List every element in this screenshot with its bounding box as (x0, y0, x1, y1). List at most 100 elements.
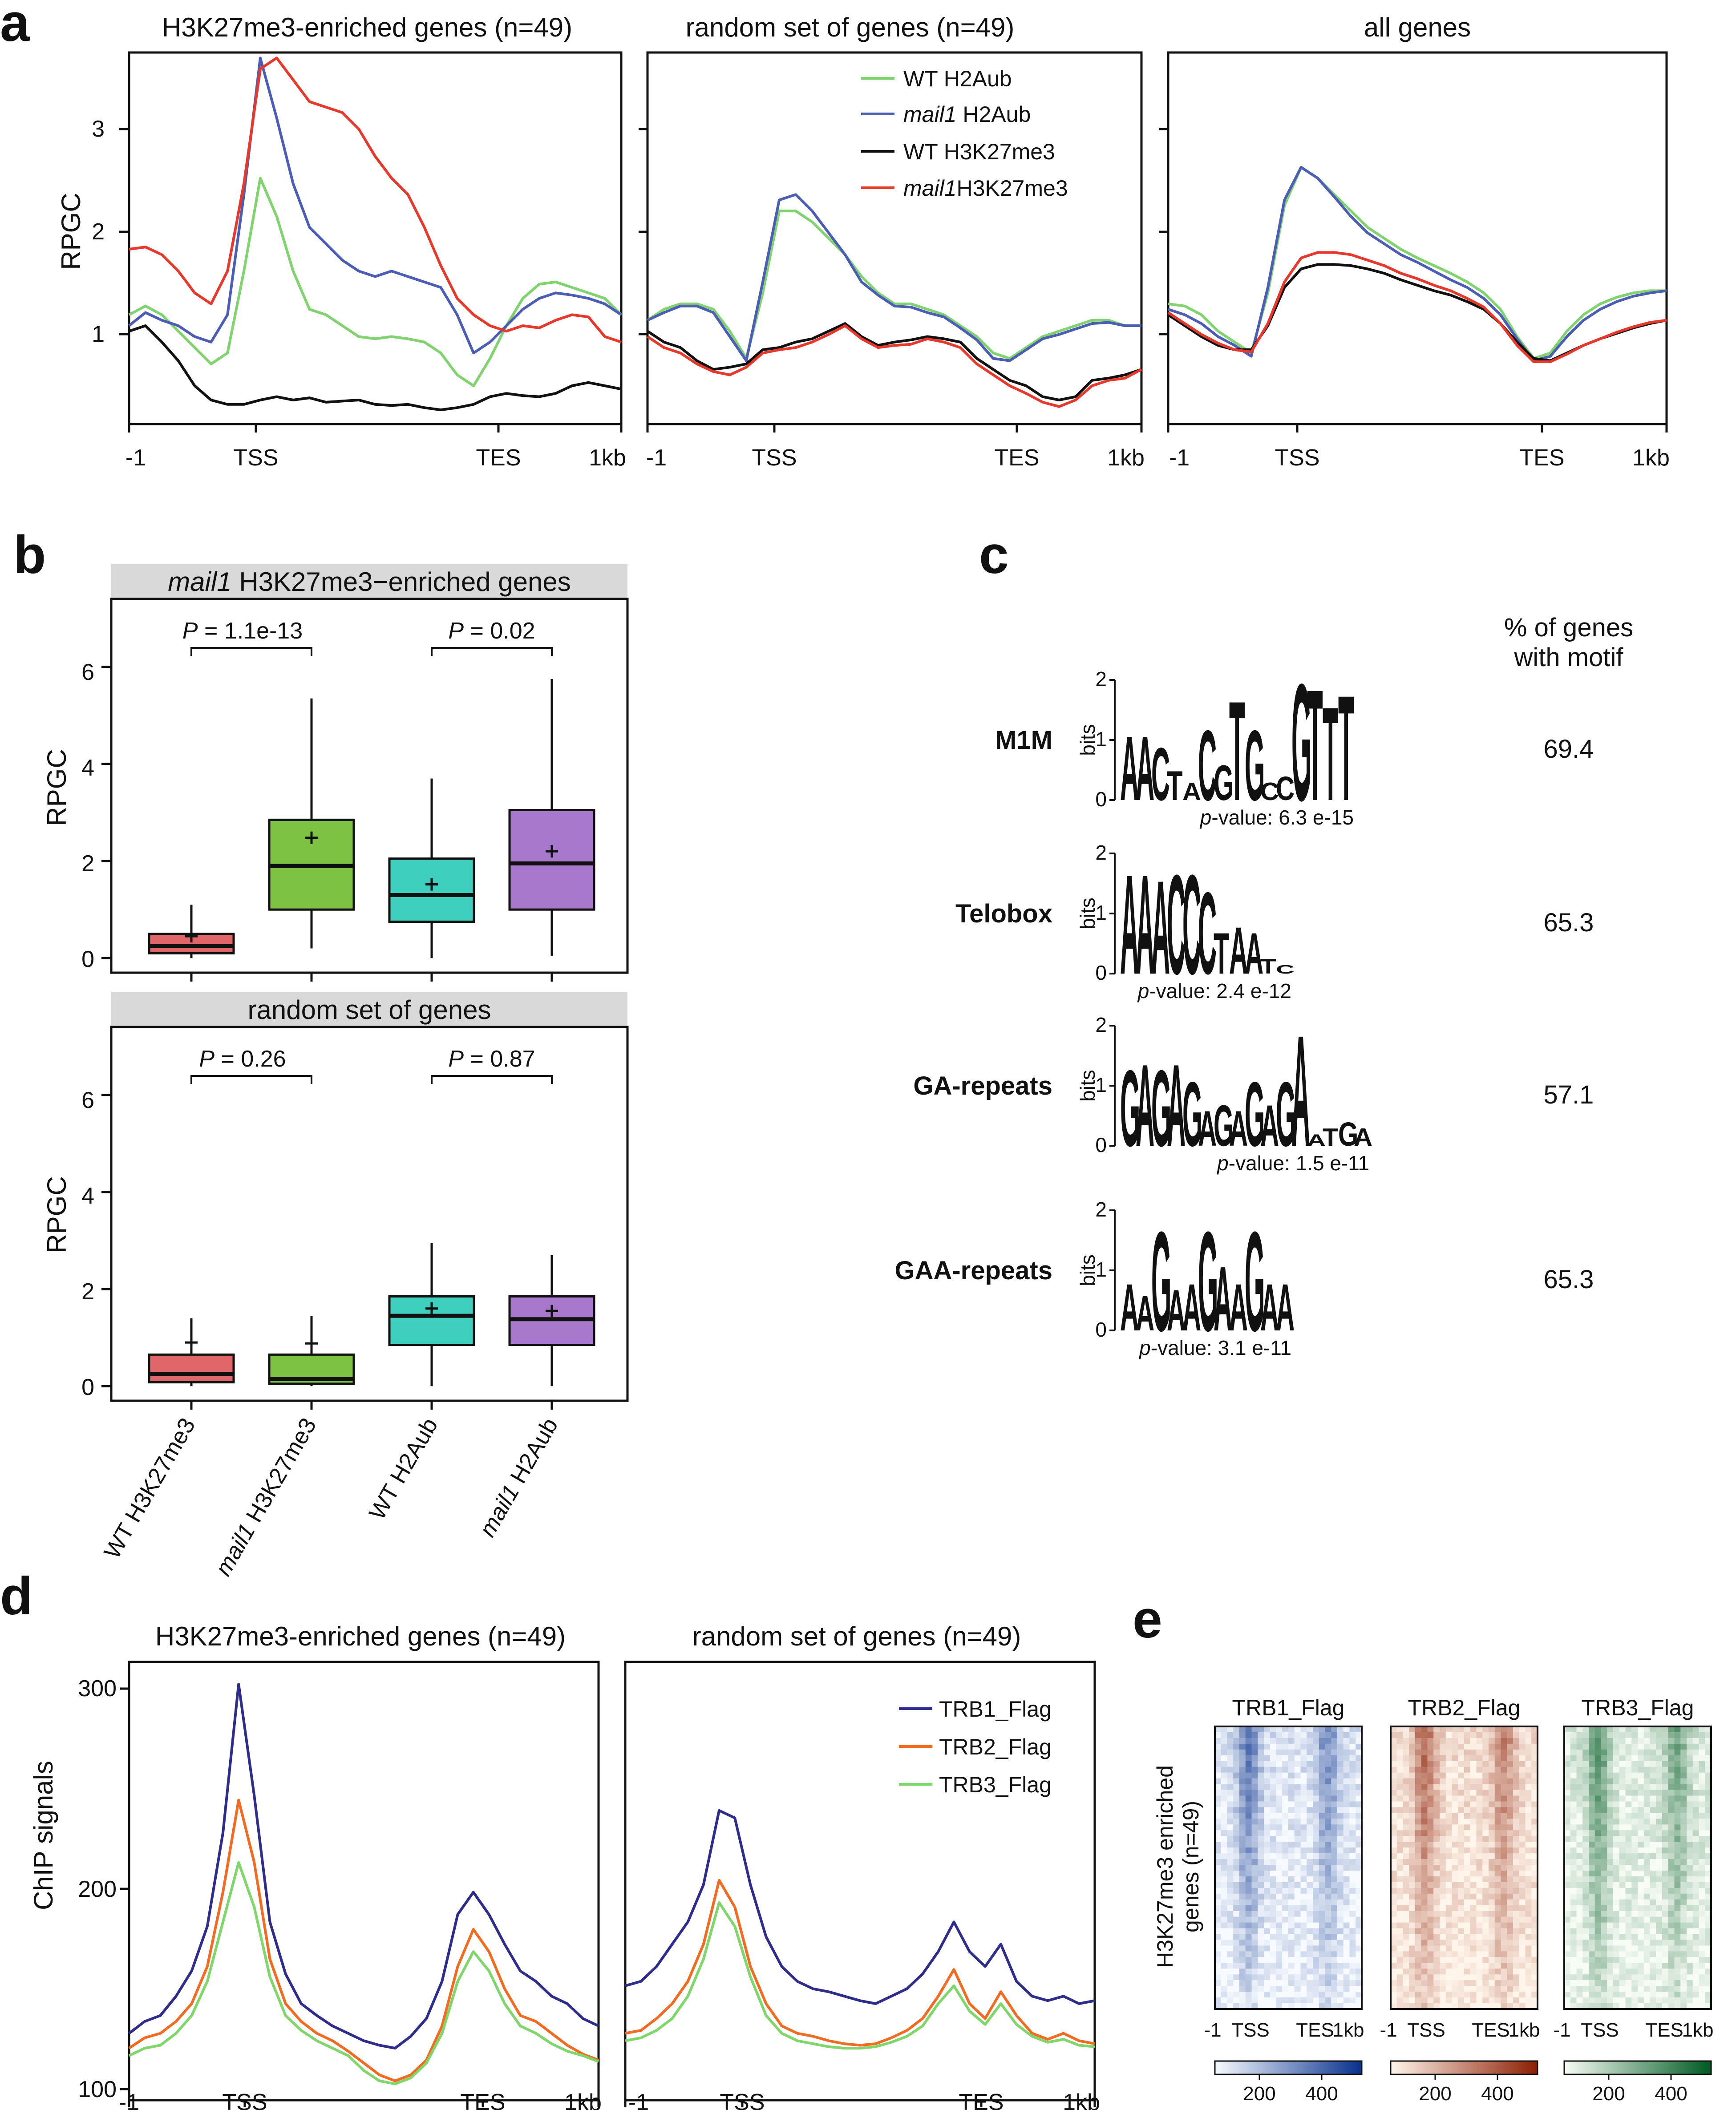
chart-b1-ytick-4: 4 (81, 755, 94, 781)
heatmap-cell (1531, 1778, 1538, 1785)
heatmap-cell (1582, 1974, 1589, 1981)
heatmap-cell (1576, 1772, 1583, 1779)
heatmap-cell (1687, 1836, 1693, 1842)
heatmap-cell (1613, 1945, 1620, 1952)
heatmap-cell (1699, 1963, 1705, 1969)
heatmap-cell (1470, 1813, 1477, 1819)
heatmap-cell (1674, 1882, 1681, 1888)
heatmap-cell (1601, 1847, 1607, 1854)
heatmap-cell (1489, 1801, 1495, 1807)
heatmap-cell (1613, 1819, 1620, 1825)
heatmap-cell (1692, 1801, 1699, 1807)
heatmap-cell (1349, 1836, 1356, 1842)
heatmap-cell (1705, 2003, 1712, 2009)
heatmap-cell (1294, 1957, 1301, 1963)
heatmap-cell (1494, 1911, 1501, 1917)
heatmap-cell (1576, 1813, 1583, 1819)
heatmap-cell (1501, 1986, 1507, 1992)
heatmap-cell (1282, 1992, 1289, 1998)
heatmap-cell (1601, 1836, 1607, 1842)
heatmap-cell (1427, 1743, 1434, 1750)
heatmap-cell (1452, 1847, 1458, 1854)
heatmap-cell (1356, 1772, 1362, 1779)
heatmap-cell (1705, 1865, 1712, 1871)
heatmap-cell (1643, 1957, 1650, 1963)
heatmap-cell (1619, 2003, 1626, 2009)
heatmap-cell (1589, 1957, 1595, 1963)
heatmap-cell (1494, 1893, 1501, 1900)
heatmap-cell (1594, 1755, 1601, 1762)
heatmap-cell (1619, 1842, 1626, 1848)
heatmap-cell (1705, 1905, 1712, 1912)
heatmap-cell (1300, 1922, 1307, 1929)
mean-b2-mail1-h2aub (546, 1305, 558, 1318)
heatmap-cell (1662, 1738, 1669, 1744)
heatmap-cell (1643, 1922, 1650, 1929)
heatmap-cell (1343, 1836, 1350, 1842)
heatmap-cell (1680, 1974, 1687, 1981)
heatmap-cell (1415, 1974, 1422, 1981)
heatmap-cell (1349, 1870, 1356, 1877)
heatmap-cell (1656, 1738, 1663, 1744)
heatmap-cell (1270, 1928, 1276, 1935)
heatmap-cell (1233, 1784, 1240, 1791)
heatmap-cell (1215, 1795, 1222, 1802)
panel-label-c: c (979, 525, 1009, 585)
heatmap-cell (1343, 1847, 1350, 1854)
heatmap-cell (1625, 1824, 1632, 1831)
heatmap-cell (1337, 1743, 1344, 1750)
heatmap-cell (1409, 1853, 1416, 1859)
chart-d2-frame (624, 1661, 1096, 2102)
heatmap-cell (1258, 1974, 1264, 1981)
heatmap-cell (1282, 1749, 1289, 1756)
heatmap-cell (1440, 1819, 1446, 1825)
heatmap-cell (1233, 1911, 1240, 1917)
heatmap-cell (1680, 1969, 1687, 1975)
heatmap-cell (1705, 1882, 1712, 1888)
heatmap-cell (1440, 1945, 1446, 1952)
heatmap-cell (1288, 1986, 1295, 1992)
heatmap-cell (1445, 1963, 1452, 1969)
motif-pvalue-telobox: p-value: 2.4 e-12 (1137, 979, 1291, 1002)
heatmap-cell (1415, 1743, 1422, 1750)
motif-pvalue-m1m: p-value: 6.3 e-15 (1199, 806, 1354, 829)
heatmap-cell (1638, 1905, 1644, 1912)
heatmap-cell (1531, 1986, 1538, 1992)
heatmap-cell (1245, 1893, 1252, 1900)
heatmap-cell (1699, 1882, 1705, 1888)
heatmap-cell (1221, 1761, 1227, 1767)
heatmap-cell (1705, 1830, 1712, 1836)
heatmap-cell (1337, 1916, 1344, 1923)
heatmap-cell (1331, 1847, 1338, 1854)
heatmap-cell (1440, 1772, 1446, 1779)
heatmap-cell (1699, 1986, 1705, 1992)
heatmap-cell (1233, 1813, 1240, 1819)
heatmap-cell (1233, 1726, 1240, 1733)
heatmap-cell (1319, 1969, 1325, 1975)
heatmap-cell (1507, 1888, 1513, 1894)
heatmap-cell (1445, 2003, 1452, 2009)
heatmap-cell (1403, 1795, 1409, 1802)
heatmap-cell (1489, 1882, 1495, 1888)
heatmap-cell (1601, 1784, 1607, 1791)
heatmap-cell (1433, 1778, 1440, 1785)
heatmap-cell (1258, 1859, 1264, 1865)
heatmap-cell (1227, 1882, 1234, 1888)
heatmap-cell (1668, 1992, 1675, 1998)
heatmap-cell (1643, 1795, 1650, 1802)
heatmap-cell (1227, 1888, 1234, 1894)
chart-d2-title: random set of genes (n=49) (692, 1621, 1021, 1651)
heatmap-cell (1356, 1905, 1362, 1912)
heatmap-cell (1476, 1945, 1483, 1952)
heatmap-cell (1221, 1876, 1227, 1883)
heatmap-cell (1470, 1807, 1477, 1813)
heatmap-cell (1613, 1790, 1620, 1796)
heatmap-cell (1656, 1795, 1663, 1802)
heatmap-cell (1680, 1784, 1687, 1791)
heatmap-cell (1631, 1997, 1638, 2004)
heatmap-cell (1421, 1893, 1428, 1900)
heatmap-cell (1356, 1824, 1362, 1831)
heatmap-cell (1576, 1726, 1583, 1733)
heatmap-cell (1692, 1738, 1699, 1744)
heatmap-cell (1215, 1755, 1222, 1762)
